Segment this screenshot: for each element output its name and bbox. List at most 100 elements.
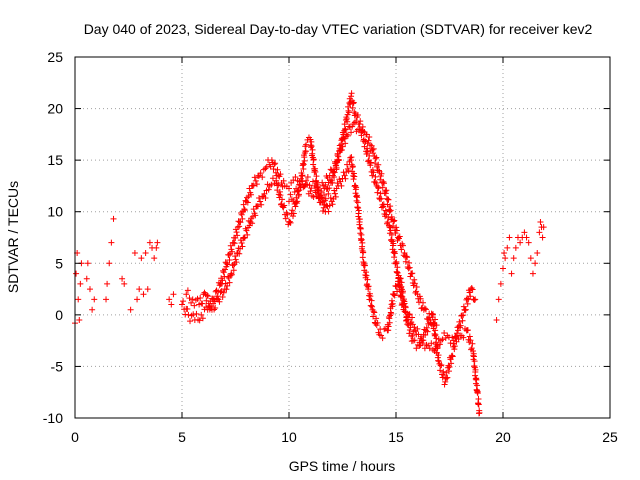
data-point xyxy=(388,231,395,238)
data-point xyxy=(327,194,334,201)
data-point xyxy=(475,401,482,408)
data-point xyxy=(345,109,352,116)
data-point xyxy=(495,296,502,303)
data-point xyxy=(348,154,355,161)
data-point xyxy=(426,345,433,352)
data-point xyxy=(184,287,191,294)
data-point xyxy=(405,265,412,272)
data-point xyxy=(277,171,284,178)
data-point xyxy=(268,181,275,188)
data-point xyxy=(442,378,449,385)
data-point xyxy=(378,204,385,211)
data-point xyxy=(366,133,373,140)
data-point xyxy=(121,280,128,287)
data-point xyxy=(151,255,158,262)
data-point xyxy=(371,178,378,185)
data-point xyxy=(453,332,460,339)
data-point xyxy=(342,126,349,133)
data-point xyxy=(236,223,243,230)
data-point xyxy=(248,191,255,198)
data-point xyxy=(274,182,281,189)
data-point xyxy=(391,217,398,224)
data-point xyxy=(223,286,230,293)
data-point xyxy=(407,273,414,280)
y-tick-label: 10 xyxy=(47,204,63,220)
data-point xyxy=(435,352,442,359)
data-point xyxy=(216,298,223,305)
data-point xyxy=(261,190,268,197)
data-point xyxy=(368,142,375,149)
data-point xyxy=(350,99,357,106)
data-point xyxy=(299,172,306,179)
data-point xyxy=(225,251,232,258)
data-point xyxy=(386,319,393,326)
data-point xyxy=(444,374,451,381)
data-point xyxy=(375,161,382,168)
data-point xyxy=(432,331,439,338)
data-point xyxy=(399,242,406,249)
data-point xyxy=(411,280,418,287)
data-point xyxy=(226,256,233,263)
data-point xyxy=(409,332,416,339)
y-tick-label: 25 xyxy=(47,49,63,65)
data-point xyxy=(214,295,221,302)
data-point xyxy=(335,157,342,164)
data-point xyxy=(377,190,384,197)
data-point xyxy=(325,208,332,215)
data-point xyxy=(468,345,475,352)
data-point xyxy=(420,299,427,306)
data-point xyxy=(290,177,297,184)
data-point xyxy=(329,201,336,208)
data-point xyxy=(355,207,362,214)
data-point xyxy=(302,148,309,155)
data-point xyxy=(356,126,363,133)
data-point xyxy=(332,162,339,169)
data-point xyxy=(411,337,418,344)
data-point xyxy=(421,305,428,312)
data-point xyxy=(265,186,272,193)
data-point xyxy=(504,244,511,251)
data-point xyxy=(441,381,448,388)
data-point xyxy=(350,176,357,183)
data-point xyxy=(433,335,440,342)
data-point xyxy=(445,368,452,375)
data-point xyxy=(473,376,480,383)
y-tick-label: 15 xyxy=(47,152,63,168)
data-point xyxy=(460,312,467,319)
data-point xyxy=(110,215,117,222)
data-point xyxy=(529,270,536,277)
data-point xyxy=(351,173,358,180)
data-point xyxy=(367,293,374,300)
data-point xyxy=(439,336,446,343)
data-point xyxy=(220,289,227,296)
data-point xyxy=(537,219,544,226)
data-point xyxy=(539,234,546,241)
data-point xyxy=(462,307,469,314)
data-point xyxy=(326,202,333,209)
data-point xyxy=(294,188,301,195)
data-point xyxy=(168,301,175,308)
x-tick-label: 10 xyxy=(281,429,297,445)
data-point xyxy=(383,211,390,218)
data-point xyxy=(142,249,149,256)
data-point xyxy=(398,279,405,286)
data-point xyxy=(471,358,478,365)
data-point xyxy=(241,206,248,213)
data-point xyxy=(237,219,244,226)
data-point xyxy=(386,208,393,215)
data-point xyxy=(390,291,397,298)
data-point xyxy=(367,162,374,169)
data-point xyxy=(359,239,366,246)
data-point xyxy=(179,301,185,308)
data-point xyxy=(464,295,471,302)
data-point xyxy=(153,244,160,251)
data-points xyxy=(72,90,547,417)
data-point xyxy=(259,174,266,181)
data-point xyxy=(469,286,476,293)
data-point xyxy=(252,177,259,184)
data-point xyxy=(319,179,326,186)
data-point xyxy=(309,146,316,153)
data-point xyxy=(258,201,265,208)
data-point xyxy=(349,123,356,130)
data-point xyxy=(286,185,292,192)
